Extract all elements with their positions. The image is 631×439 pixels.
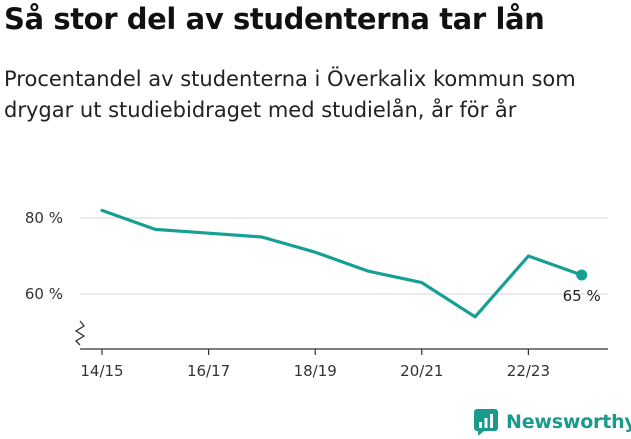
axis-break-icon [74, 320, 86, 346]
y-tick-label: 80 % [25, 209, 63, 227]
last-value-label: 65 % [563, 287, 601, 305]
chart-subtitle: Procentandel av studenterna i Överkalix … [4, 67, 576, 122]
x-tick-label: 16/17 [187, 362, 230, 380]
x-tick-label: 18/19 [294, 362, 337, 380]
newsworthy-logo-icon [474, 409, 498, 435]
x-tick-label: 20/21 [400, 362, 443, 380]
x-tick-label: 22/23 [507, 362, 550, 380]
newsworthy-brand: Newsworthy [474, 409, 631, 435]
chart-title: Så stor del av studenterna tar lån [4, 2, 545, 36]
last-point-marker [576, 269, 588, 281]
y-tick-label: 60 % [25, 285, 63, 303]
brand-name: Newsworthy [506, 411, 631, 433]
x-tick-label: 14/15 [80, 362, 123, 380]
series-line [100, 208, 584, 319]
